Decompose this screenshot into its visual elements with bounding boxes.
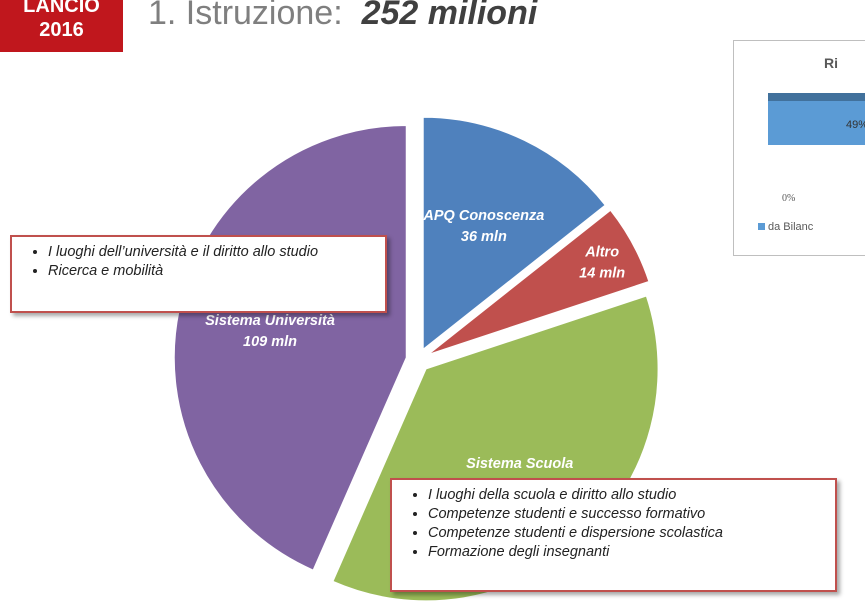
inset-bar xyxy=(768,93,865,145)
slice-category: Sistema Università xyxy=(205,313,335,329)
callout: I luoghi dell’università e il diritto al… xyxy=(10,235,387,313)
bullet-list: I luoghi della scuola e diritto allo stu… xyxy=(400,486,827,562)
slide-title: 1. Istruzione: 252 milioni xyxy=(148,0,537,33)
inset-title: Ri xyxy=(824,55,838,71)
slice-label: Altro 14 mln xyxy=(579,245,625,282)
slice-label: APQ Conoscenza 36 mln xyxy=(422,208,544,245)
bullet-item: Ricerca e mobilità xyxy=(48,262,377,281)
bullet-item: I luoghi dell’università e il diritto al… xyxy=(48,243,377,262)
slice-value: 109 mln xyxy=(243,334,297,350)
legend-text: da Bilanc xyxy=(768,221,814,233)
inset-axis-label: 0% xyxy=(782,193,796,204)
callout: I luoghi della scuola e diritto allo stu… xyxy=(390,478,837,592)
inset-bar-label: 49% xyxy=(846,119,865,131)
slice-category: Altro xyxy=(584,245,619,261)
slice-category: Sistema Scuola xyxy=(466,456,573,472)
pie-slice xyxy=(428,209,650,355)
bullet-list: I luoghi dell’università e il diritto al… xyxy=(20,243,377,281)
year-badge: LANCIO 2016 xyxy=(0,0,123,52)
slice-label: Sistema Università 109 mln xyxy=(205,313,335,350)
badge-line: 2016 xyxy=(39,19,84,41)
pie-slice xyxy=(422,116,606,351)
title-text: 1. Istruzione: xyxy=(148,0,343,32)
title-emphasis: 252 milioni xyxy=(361,0,538,32)
bullet-item: Competenze studenti e dispersione scolas… xyxy=(428,524,827,543)
slice-value: 14 mln xyxy=(579,266,625,282)
bullet-item: Formazione degli insegnanti xyxy=(428,543,827,562)
badge-line: LANCIO xyxy=(23,0,100,17)
bullet-item: I luoghi della scuola e diritto allo stu… xyxy=(428,486,827,505)
inset-chart: Ri 49% 0% da Bilanc xyxy=(733,40,865,256)
bullet-item: Competenze studenti e successo formativo xyxy=(428,505,827,524)
slice-category: APQ Conoscenza xyxy=(422,208,544,224)
legend-swatch xyxy=(758,223,765,230)
slice-value: 36 mln xyxy=(461,229,507,245)
inset-legend: da Bilanc xyxy=(758,221,813,233)
